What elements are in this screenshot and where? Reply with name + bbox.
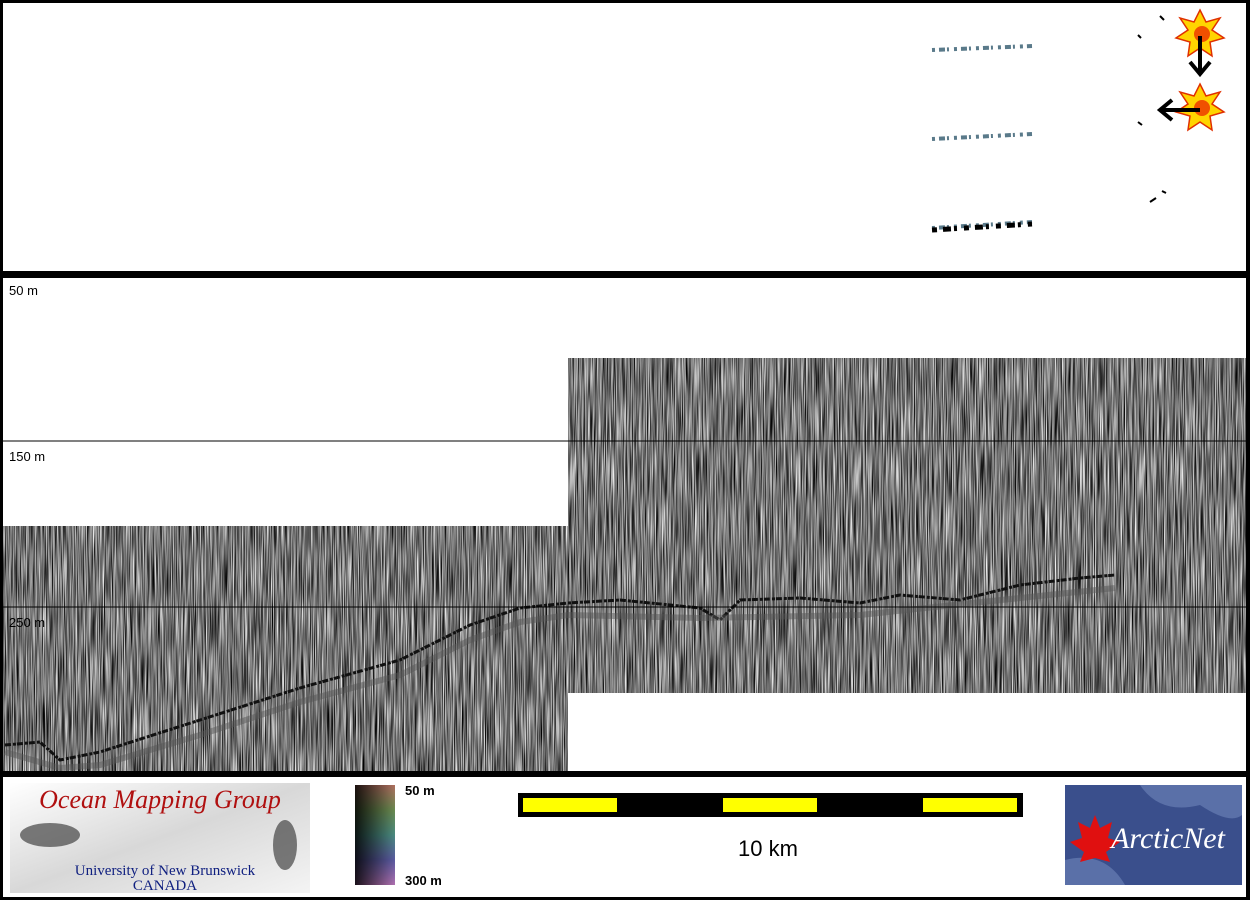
colorbar-label: 50 m [405,783,435,798]
depth-label: 50 m [9,283,38,298]
logo-line: University of New Brunswick [75,863,256,879]
logo-title: Ocean Mapping Group [39,785,281,814]
omg-logo: Ocean Mapping Group University of New Br… [10,783,310,894]
echogram [3,358,1246,772]
depth-label: 250 m [9,615,45,630]
orientation-icons [1156,8,1226,132]
partner-name: ArcticNet [1109,822,1226,855]
scale-label: 10 km [738,836,798,861]
depth-label: 150 m [9,449,45,464]
logo-line: CANADA [133,878,197,894]
top-panel [3,3,1246,271]
colorbar-label: 300 m [405,873,442,888]
scale-bar [518,793,1023,817]
colorbar-shade [355,785,395,885]
beam-returns [931,15,1167,233]
arcticnet-logo: ArcticNet [1065,785,1242,885]
